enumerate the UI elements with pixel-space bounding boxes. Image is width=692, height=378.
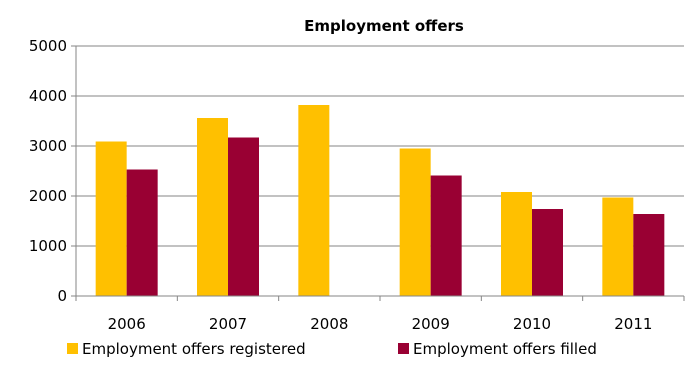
legend-swatch-registered xyxy=(67,343,78,354)
bar-registered-2007 xyxy=(197,118,228,296)
y-tick-label: 5000 xyxy=(29,37,67,55)
y-tick-label: 2000 xyxy=(29,187,67,205)
tick-labels: 0 1000 2000 3000 4000 5000 2006 2007 2008 2009 201… xyxy=(29,37,653,333)
x-tick-label: 2009 xyxy=(412,315,450,333)
y-tick-label: 1000 xyxy=(29,237,67,255)
gridlines xyxy=(76,45,684,247)
y-tick-label: 4000 xyxy=(29,87,67,105)
x-tick-label: 2010 xyxy=(513,315,551,333)
x-tick-label: 2011 xyxy=(614,315,652,333)
bar-filled-2007 xyxy=(228,137,259,296)
axes xyxy=(71,45,685,301)
bars xyxy=(95,105,665,296)
y-tick-label: 0 xyxy=(57,287,67,305)
bar-registered-2010 xyxy=(501,192,532,296)
y-tick-label: 3000 xyxy=(29,137,67,155)
bar-registered-2011 xyxy=(602,197,634,296)
legend-label-filled: Employment offers filled xyxy=(413,340,597,358)
bar-filled-2011 xyxy=(633,214,665,296)
legend-label-registered: Employment offers registered xyxy=(82,340,306,358)
x-tick-label: 2007 xyxy=(209,315,247,333)
bar-registered-2006 xyxy=(95,141,127,296)
bar-filled-2010 xyxy=(532,209,563,296)
chart-title: Employment offers xyxy=(304,17,464,35)
bar-registered-2009 xyxy=(399,148,431,296)
x-tick-label: 2006 xyxy=(108,315,146,333)
legend: Employment offers registered Employment o… xyxy=(67,340,597,358)
bar-registered-2008 xyxy=(298,105,330,296)
bar-filled-2006 xyxy=(126,169,158,296)
bar-filled-2009 xyxy=(430,175,462,296)
legend-swatch-filled xyxy=(398,343,409,354)
x-tick-label: 2008 xyxy=(310,315,348,333)
